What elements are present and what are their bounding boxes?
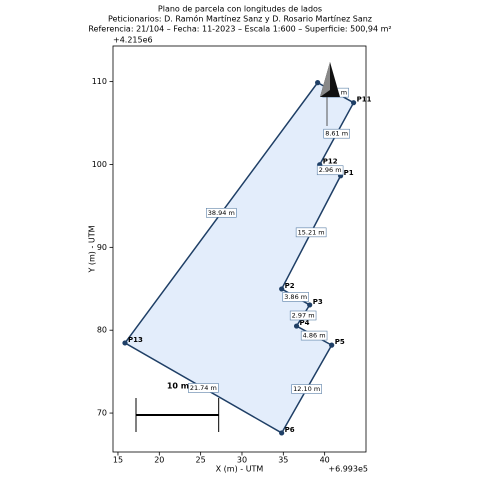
north-arrow-shade: [320, 62, 330, 97]
edge-label-box: [291, 384, 322, 394]
vertex: [293, 323, 300, 329]
x-tick-label: 20: [154, 456, 164, 465]
y-tick-label: 70: [97, 409, 107, 418]
chart-title: Referencia: 21/104 – Fecha: 11-2023 – Es…: [88, 25, 391, 34]
edge-label: 4.86 m: [303, 332, 326, 340]
chart-title: Peticionarios: D. Ramón Martínez Sanz y …: [108, 14, 372, 24]
vertex-label: P5: [335, 338, 345, 346]
vertex-label: P1: [344, 169, 354, 177]
x-offset-label: +6.993e5: [328, 465, 368, 474]
edge-label: 2.96 m: [319, 166, 342, 174]
plot-frame: [112, 45, 367, 453]
edge-label-box: [316, 165, 344, 176]
edge-label-box: [206, 207, 237, 218]
edge-label-group: 8.61 m: [323, 128, 350, 139]
edge-label-box: [188, 383, 219, 393]
vertex-label: P11: [357, 96, 372, 104]
edge-label-group: 2.96 m: [316, 165, 344, 176]
edge-label: 2.97 m: [292, 311, 315, 319]
vertex: [350, 100, 357, 106]
chart-title: Plano de parcela con longitudes de lados: [158, 5, 322, 14]
vertex: [279, 430, 285, 436]
vertex: [307, 302, 313, 308]
x-tick-label: 15: [113, 456, 123, 465]
y-tick-label: 80: [97, 326, 107, 335]
x-tick-label: 40: [320, 456, 330, 465]
edge-label-group: 2.97 m: [289, 310, 317, 321]
edge-label: 21.74 m: [190, 384, 217, 392]
edge-label-group: 3.86 m: [282, 292, 309, 302]
edge-label-box: [295, 227, 327, 238]
vertex-label: P12: [323, 158, 338, 166]
x-axis-label: X (m) - UTM: [216, 465, 264, 474]
y-tick-label: 110: [92, 77, 107, 86]
scale-bar-label: 10 m: [167, 382, 189, 391]
vertex-label: P2: [285, 282, 295, 290]
edge-label: 3.86 m: [284, 293, 307, 301]
edge-label-group: 4.86 m: [300, 330, 328, 341]
vertex-label: P13: [128, 336, 143, 344]
y-tick-label: 90: [97, 243, 107, 252]
vertex: [279, 286, 285, 292]
vertex-label: P6: [285, 426, 295, 434]
y-offset-label: +4.215e6: [113, 36, 153, 45]
edge-label-box: [300, 330, 328, 341]
vertex-label: P4: [300, 319, 310, 327]
x-tick-label: 25: [196, 456, 206, 465]
vertex-label: P3: [313, 298, 323, 306]
edge-label: 8.61 m: [325, 130, 348, 138]
x-tick-label: 30: [237, 456, 247, 465]
y-tick-label: 100: [92, 160, 107, 169]
edge-label-box: [323, 128, 350, 139]
vertex: [315, 80, 321, 86]
edge-label: 15.21 m: [298, 228, 325, 236]
edge-label-box: [282, 292, 309, 302]
edge-label-group: 21.74 m: [188, 383, 219, 393]
edge-label-group: 12.10 m: [291, 384, 322, 394]
vertex: [122, 340, 128, 346]
edge-label-group: 38.94 m: [206, 207, 237, 218]
plot-area: Plano de parcela con longitudes de lados…: [88, 5, 392, 474]
edge-label: 12.10 m: [293, 385, 320, 393]
y-axis-label: Y (m) - UTM: [88, 225, 97, 273]
vertex: [329, 342, 335, 348]
edge-label-group: 15.21 m: [295, 227, 327, 238]
edge-label: 38.94 m: [208, 209, 235, 217]
x-tick-label: 35: [278, 456, 288, 465]
edge-label-box: [289, 310, 317, 321]
